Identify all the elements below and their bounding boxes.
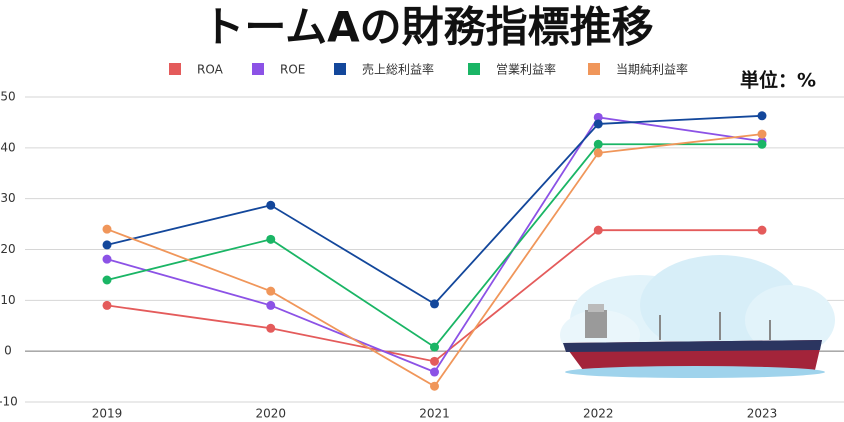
plot [102, 111, 767, 391]
data-point [102, 224, 112, 234]
data-point [266, 234, 276, 244]
data-point [266, 300, 276, 310]
data-point [266, 286, 276, 296]
ship-illustration [560, 255, 835, 378]
data-point [757, 225, 767, 235]
legend-label: 売上総利益率 [362, 62, 434, 77]
data-point [593, 139, 603, 149]
data-point [593, 148, 603, 158]
x-tick-label: 2019 [92, 407, 123, 421]
legend-swatch [588, 63, 600, 75]
legend-swatch [468, 63, 480, 75]
y-tick-label: 0 [4, 344, 12, 358]
legend-swatch [334, 63, 346, 75]
data-point [757, 111, 767, 121]
x-tick-label: 2023 [747, 407, 778, 421]
data-point [430, 356, 439, 366]
data-point [430, 381, 439, 391]
data-point [757, 129, 767, 139]
y-tick-label: 40 [0, 140, 15, 154]
y-tick-label: 50 [0, 90, 15, 104]
legend-label: 営業利益率 [496, 62, 556, 77]
data-point [102, 275, 112, 285]
x-tick-label: 2020 [255, 407, 286, 421]
chart-title: トームAの財務指標推移 [202, 3, 653, 52]
data-point [102, 254, 112, 264]
legend-swatch [252, 63, 264, 75]
legend-label: ROE [280, 63, 305, 77]
x-tick-label: 2021 [419, 407, 450, 421]
y-tick-label: 10 [0, 293, 15, 307]
y-tick-label: -10 [0, 395, 18, 409]
y-tick-label: 30 [0, 191, 15, 205]
data-point [593, 225, 603, 235]
data-point [757, 139, 767, 149]
legend-label: ROA [197, 63, 224, 77]
legend-swatch [169, 63, 181, 75]
data-point [593, 112, 603, 122]
data-point [430, 299, 439, 309]
data-point [266, 323, 276, 333]
data-point [430, 367, 439, 377]
legend-label: 当期純利益率 [616, 62, 688, 77]
y-tick-label: 20 [0, 242, 15, 256]
data-point [430, 342, 439, 352]
data-point [102, 300, 112, 310]
x-tick-label: 2022 [583, 407, 614, 421]
data-point [266, 200, 276, 210]
data-point [102, 240, 112, 250]
data-point [593, 119, 603, 129]
unit-label: 単位：% [740, 69, 816, 92]
